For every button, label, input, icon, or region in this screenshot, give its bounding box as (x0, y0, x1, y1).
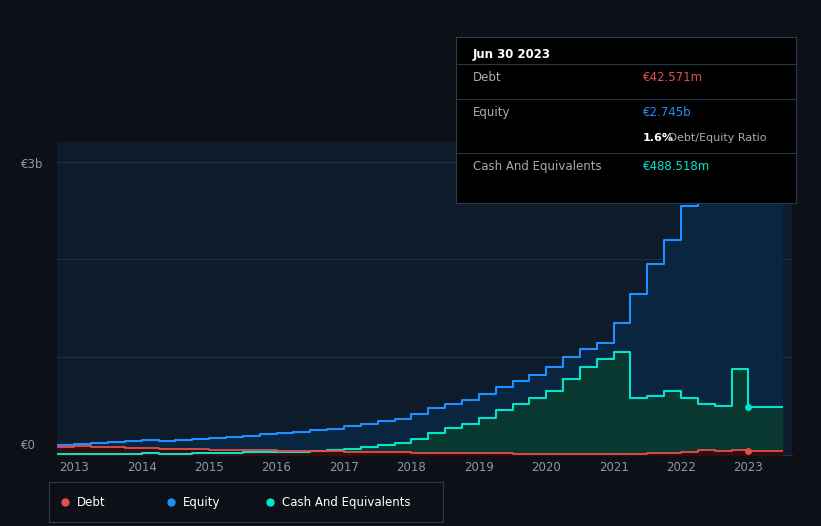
Text: €2.745b: €2.745b (643, 106, 691, 118)
Text: €488.518m: €488.518m (643, 160, 710, 173)
Text: Debt/Equity Ratio: Debt/Equity Ratio (665, 133, 767, 143)
Text: €0: €0 (21, 439, 35, 452)
Text: Debt: Debt (473, 71, 502, 84)
Text: Equity: Equity (473, 106, 510, 118)
Text: Cash And Equivalents: Cash And Equivalents (473, 160, 601, 173)
Text: Equity: Equity (183, 495, 221, 509)
Text: 1.6%: 1.6% (643, 133, 674, 143)
Text: Cash And Equivalents: Cash And Equivalents (282, 495, 410, 509)
Text: €3b: €3b (21, 158, 43, 171)
Text: Debt: Debt (77, 495, 105, 509)
Text: Jun 30 2023: Jun 30 2023 (473, 48, 551, 62)
Text: €42.571m: €42.571m (643, 71, 703, 84)
